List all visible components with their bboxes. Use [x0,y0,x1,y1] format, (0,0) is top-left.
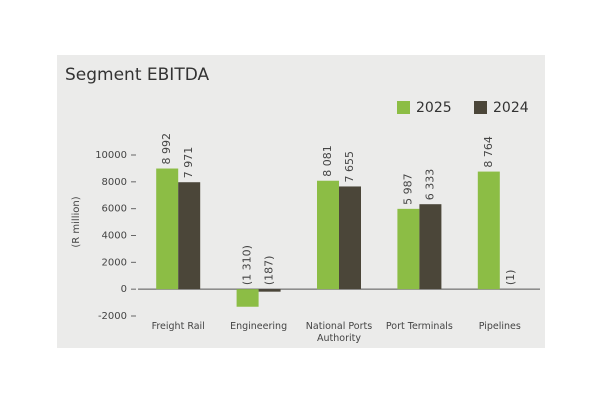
value-label: 7 655 [343,151,356,183]
y-tick-label: 10000 [95,150,127,161]
value-label: 8 992 [160,133,173,165]
y-tick-label: -2000 [98,311,127,322]
y-tick-label: 0 [121,284,127,295]
legend-label: 2025 [416,100,452,116]
value-label: 6 333 [423,169,436,201]
x-tick-label: Port Terminals [385,321,453,332]
x-tick-label: Engineering [230,321,288,332]
x-tick-label: National Ports Authority [305,321,373,344]
bar [156,168,179,290]
bar [477,171,500,290]
x-tick-label: Freight Rail [151,321,205,332]
chart-title: Segment EBITDA [65,65,209,85]
value-label: 5 987 [401,173,414,205]
legend-label: 2024 [493,100,529,116]
bar [397,208,420,290]
x-tick-label: Pipelines [478,321,521,332]
y-tick-label: 2000 [102,257,127,268]
y-axis-label: (R million) [71,196,82,247]
value-label: (187) [263,256,276,286]
y-tick-label: 4000 [102,231,127,242]
legend-swatch [397,101,410,114]
bar [258,289,281,292]
bar [236,289,259,307]
value-label: (1) [504,270,517,286]
bar [317,180,339,290]
y-tick-label: 8000 [102,177,127,188]
value-label: 8 764 [482,136,495,168]
y-tick-label: 6000 [102,204,127,215]
bar [339,186,361,290]
value-label: 7 971 [182,147,195,179]
bar [178,182,201,290]
legend-swatch [474,101,487,114]
value-label: 8 081 [321,145,334,177]
panel [57,55,545,348]
bar [419,204,442,290]
value-label: (1 310) [241,245,254,285]
